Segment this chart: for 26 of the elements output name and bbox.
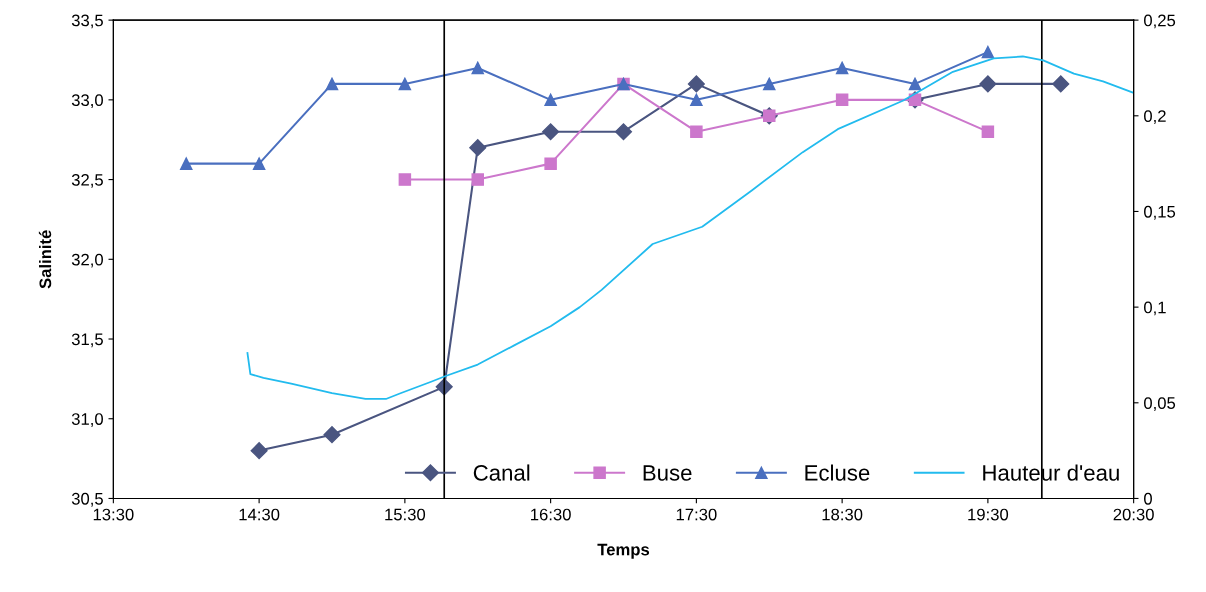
y2-tick-label: 0 (1144, 492, 1152, 505)
y-tick-label: 31,0 (71, 413, 103, 427)
y2-tick-label: 0,1 (1144, 301, 1166, 316)
x-tick-label: 18:30 (822, 508, 863, 521)
y-tick-label: 32,0 (71, 253, 103, 268)
legend-label: Buse (643, 465, 692, 481)
y-tick-label: 32,5 (71, 173, 103, 188)
y2-tick-label: 0,15 (1144, 205, 1176, 220)
x-tick-label: 16:30 (531, 508, 571, 521)
legend-label: Canal (473, 464, 530, 481)
y2-tick-label: 0,2 (1144, 110, 1166, 124)
x-tick-label: 20:30 (1113, 508, 1154, 521)
x-axis-title: Temps (597, 543, 650, 559)
y2-tick-label: 0,25 (1144, 14, 1176, 29)
x-tick-label: 13:30 (93, 508, 134, 521)
x-tick-label: 17:30 (676, 508, 717, 521)
y2-tick-label: 0,05 (1144, 397, 1176, 411)
y-tick-label: 31,5 (71, 333, 103, 348)
legend-label: Ecluse (805, 464, 870, 481)
x-tick-label: 14:30 (239, 508, 280, 521)
y-tick-label: 33,5 (71, 14, 103, 29)
y-tick-label: 30,5 (71, 492, 103, 507)
y-tick-label: 33,0 (71, 94, 103, 109)
x-tick-label: 19:30 (968, 508, 1009, 521)
y-axis-title: Salinité (38, 230, 52, 289)
x-tick-label: 15:30 (385, 508, 426, 521)
